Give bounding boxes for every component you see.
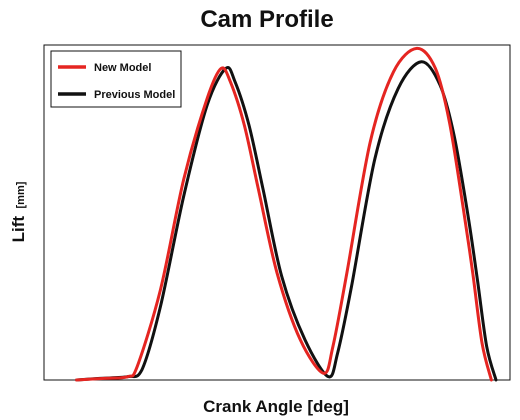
y-axis-label-group: Lift [mm] [9, 181, 28, 242]
x-axis-label: Crank Angle [deg] [203, 397, 349, 416]
legend-box [50, 50, 182, 108]
y-axis-label: Lift [mm] [9, 181, 28, 242]
y-axis-label-text: Lift [9, 216, 28, 243]
legend-label-new-model: New Model [94, 62, 151, 74]
chart-title: Cam Profile [200, 6, 333, 33]
series-line-new-model [75, 46, 493, 382]
series-layer [75, 46, 498, 382]
series-line-previous-model [75, 60, 498, 382]
y-axis-label-unit: [mm] [15, 181, 27, 208]
legend: New Model Previous Model [50, 50, 182, 108]
legend-label-previous-model: Previous Model [94, 89, 175, 101]
